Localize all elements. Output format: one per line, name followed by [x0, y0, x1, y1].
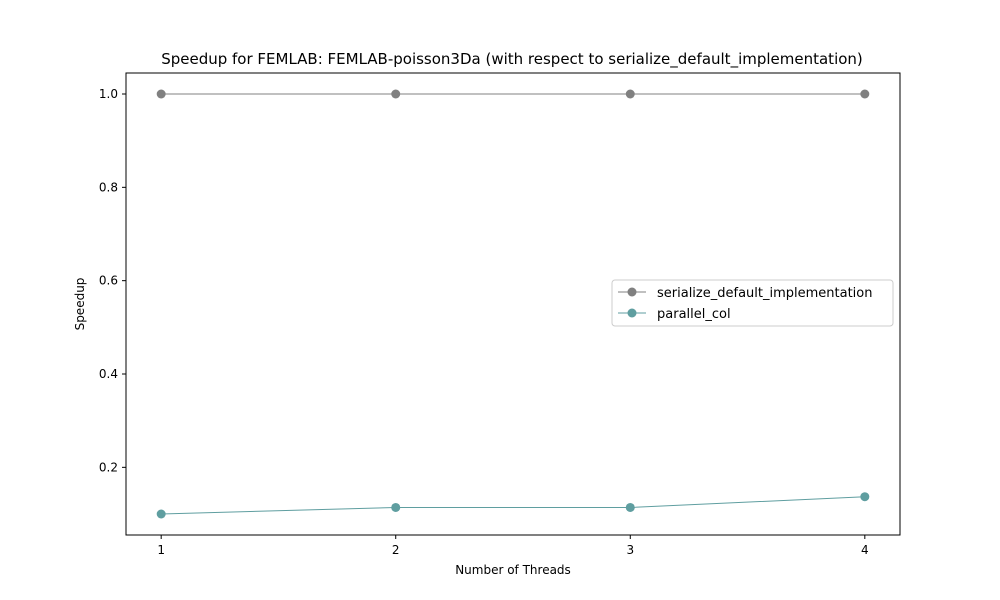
y-tick-label: 0.4 [99, 367, 118, 381]
x-tick-label: 3 [626, 543, 634, 557]
x-tick-label: 1 [157, 543, 165, 557]
x-axis-label: Number of Threads [455, 563, 571, 577]
legend-box [611, 279, 894, 327]
legend: serialize_default_implementation parallel… [611, 279, 894, 327]
y-axis-label: Speedup [73, 278, 87, 331]
series-line-parallel_col [161, 496, 865, 515]
legend-label: parallel_col [657, 307, 731, 322]
data-point-parallel_col [391, 502, 401, 512]
legend-marker-parallel_col [627, 308, 637, 318]
chart-title: Speedup for FEMLAB: FEMLAB-poisson3Da (w… [161, 50, 863, 69]
x-tick-label: 2 [392, 543, 400, 557]
data-point-serialize_default_implementation [860, 89, 870, 99]
data-point-parallel_col [860, 492, 870, 502]
legend-label: serialize_default_implementation [657, 286, 872, 301]
y-tick-label: 0.2 [99, 460, 118, 474]
y-tick-label: 1.0 [99, 87, 118, 101]
y-tick-label: 0.8 [99, 180, 118, 194]
plot-frame [125, 72, 901, 536]
x-tick-label: 4 [861, 543, 869, 557]
legend-marker-serialize_default_implementation [627, 287, 637, 297]
data-point-serialize_default_implementation [625, 89, 635, 99]
data-point-serialize_default_implementation [391, 89, 401, 99]
data-point-parallel_col [156, 509, 166, 519]
data-point-parallel_col [625, 502, 635, 512]
data-point-serialize_default_implementation [156, 89, 166, 99]
y-tick-label: 0.6 [99, 274, 118, 288]
